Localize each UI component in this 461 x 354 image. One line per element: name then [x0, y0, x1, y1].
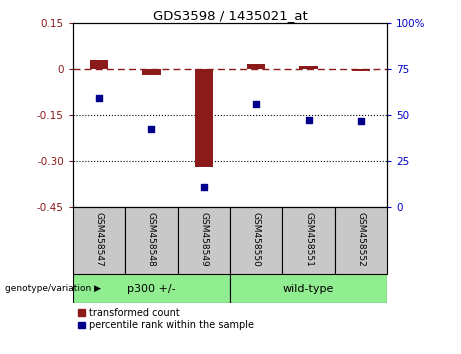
Bar	[73, 274, 230, 303]
Text: GSM458551: GSM458551	[304, 212, 313, 267]
Text: genotype/variation ▶: genotype/variation ▶	[5, 284, 100, 293]
Legend: transformed count, percentile rank within the sample: transformed count, percentile rank withi…	[78, 308, 254, 330]
Text: GSM458548: GSM458548	[147, 212, 156, 267]
Point	[200, 184, 207, 190]
Bar	[247, 63, 266, 69]
Bar	[300, 66, 318, 69]
Point	[148, 126, 155, 132]
Bar	[142, 69, 160, 75]
Bar	[352, 69, 370, 72]
Bar	[283, 207, 335, 274]
Bar	[230, 274, 387, 303]
Bar	[230, 207, 283, 274]
Point	[95, 95, 103, 101]
Point	[305, 117, 312, 122]
Text: GSM458549: GSM458549	[199, 212, 208, 267]
Text: p300 +/-: p300 +/-	[127, 284, 176, 293]
Text: wild-type: wild-type	[283, 284, 334, 293]
Bar	[195, 69, 213, 167]
Bar	[177, 207, 230, 274]
Point	[357, 118, 365, 124]
Bar	[125, 207, 177, 274]
Bar	[335, 207, 387, 274]
Bar	[90, 61, 108, 69]
Title: GDS3598 / 1435021_at: GDS3598 / 1435021_at	[153, 9, 307, 22]
Bar	[73, 207, 125, 274]
Text: GSM458552: GSM458552	[356, 212, 366, 267]
Text: GSM458550: GSM458550	[252, 212, 261, 267]
Point	[253, 102, 260, 107]
Text: GSM458547: GSM458547	[95, 212, 104, 267]
